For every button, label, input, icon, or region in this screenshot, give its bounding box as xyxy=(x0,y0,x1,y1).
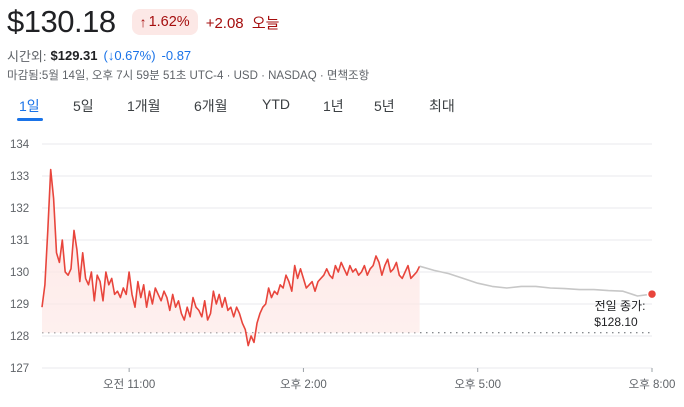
y-tick-label: 130 xyxy=(10,267,29,279)
after-hours-row: 시간외: $129.31 (↓0.67%) -0.87 xyxy=(7,46,191,65)
percent-change-badge: ↑ 1.62% xyxy=(131,9,198,35)
absolute-change: +2.08 오늘 xyxy=(206,12,280,33)
tab-1m[interactable]: 1개월 xyxy=(127,98,161,114)
absolute-change-value: +2.08 xyxy=(205,14,244,32)
price-chart[interactable]: 134 133 132 131 130 129 128 127 오전 11:00 오후 2:00 오… xyxy=(0,126,684,402)
x-tick-label: 오전 11:00 xyxy=(103,378,155,391)
y-tick-label: 128 xyxy=(10,331,29,343)
quote-header: $130.18 ↑ 1.62% +2.08 오늘 xyxy=(7,4,279,40)
x-tick-label: 오후 5:00 xyxy=(454,378,501,391)
y-tick-label: 131 xyxy=(10,235,29,247)
today-label: 오늘 xyxy=(251,14,280,32)
range-tabs: 1일 5일 1개월 6개월 YTD 1년 5년 최대 xyxy=(0,92,684,122)
y-tick-label: 134 xyxy=(10,139,30,151)
after-hours-percent: (↓0.67%) xyxy=(103,48,156,63)
tab-5d[interactable]: 5일 xyxy=(73,98,94,114)
tab-6m[interactable]: 6개월 xyxy=(194,98,228,114)
x-tick-label: 오후 8:00 xyxy=(629,378,676,391)
regular-session-line xyxy=(41,168,421,347)
y-tick-label: 127 xyxy=(10,363,29,375)
after-hours-price: $129.31 xyxy=(50,48,98,63)
y-tick-label: 132 xyxy=(10,203,29,215)
after-hours-change: -0.87 xyxy=(161,48,192,63)
tab-max[interactable]: 최대 xyxy=(429,98,455,114)
x-tick-label: 오후 2:00 xyxy=(280,378,327,391)
tab-5y[interactable]: 5년 xyxy=(374,98,395,114)
active-tab-indicator xyxy=(17,118,43,121)
market-status-line: 마감됨:5월 14일, 오후 7시 59분 51초 UTC-4 · USD · … xyxy=(7,70,370,82)
after-hours-label: 시간외: xyxy=(7,49,47,64)
tab-ytd[interactable]: YTD xyxy=(262,96,290,112)
y-tick-label: 129 xyxy=(10,299,29,311)
percent-change: 1.62% xyxy=(148,14,190,30)
price-chart-container: 134 133 132 131 130 129 128 127 오전 11:00 오후 2:00 오… xyxy=(0,126,684,402)
after-hours-line xyxy=(419,265,653,297)
y-tick-label: 133 xyxy=(10,171,29,183)
up-arrow-icon: ↑ xyxy=(139,14,147,30)
tab-1d[interactable]: 1일 xyxy=(19,98,40,114)
last-price-dot xyxy=(646,288,658,300)
prev-close-label: 전일 종가: xyxy=(595,299,646,313)
tab-1y[interactable]: 1년 xyxy=(323,98,344,114)
current-price: $130.18 xyxy=(7,4,116,39)
prev-close-value: $128.10 xyxy=(594,315,638,329)
regular-session-area xyxy=(42,169,420,346)
